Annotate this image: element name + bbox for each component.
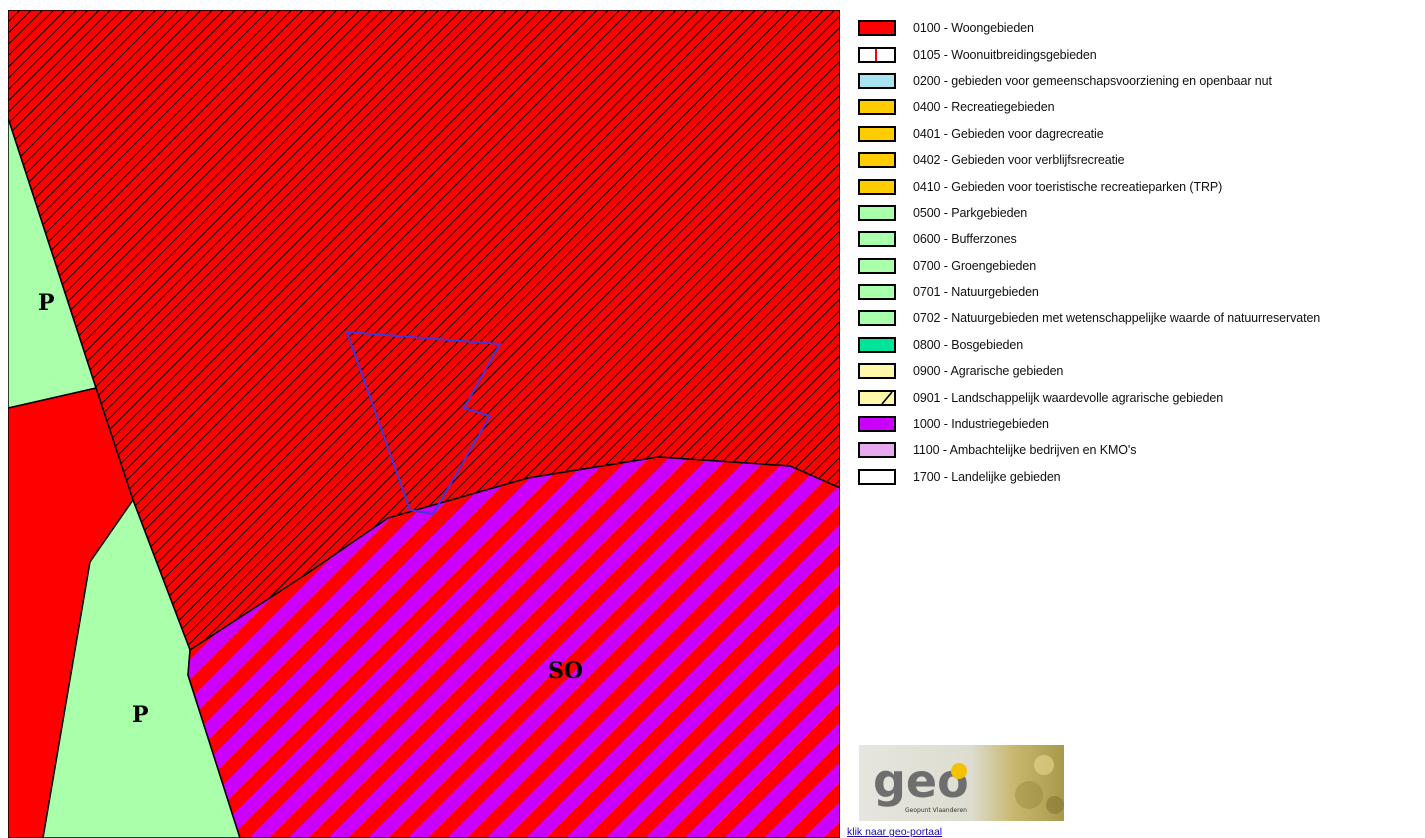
legend-item: 0600 - Bufferzones — [858, 226, 1425, 252]
legend-swatch — [858, 284, 896, 301]
logo-subtitle: Geopunt Vlaanderen — [905, 807, 967, 814]
geopunt-logo[interactable]: geo Geopunt Vlaanderen — [859, 745, 1064, 821]
park-zone-top[interactable] — [8, 117, 97, 409]
legend-label: 0105 - Woonuitbreidingsgebieden — [913, 47, 1097, 62]
logo-wordmark: geo — [873, 754, 969, 808]
geo-portal-link[interactable]: klik naar geo-portaal — [847, 826, 943, 838]
legend-item: 0800 - Bosgebieden — [858, 332, 1425, 358]
legend-item: 0702 - Natuurgebieden met wetenschappeli… — [858, 305, 1425, 331]
legend-item: 0700 - Groengebieden — [858, 253, 1425, 279]
legend-label: 1700 - Landelijke gebieden — [913, 469, 1061, 484]
zone-label-p-top: P — [38, 290, 55, 316]
legend-item: 1700 - Landelijke gebieden — [858, 464, 1425, 490]
legend-label: 1100 - Ambachtelijke bedrijven en KMO's — [913, 443, 1137, 458]
legend-item: 0901 - Landschappelijk waardevolle agrar… — [858, 384, 1425, 410]
map-canvas: P P SO — [8, 10, 840, 838]
legend-item: 0401 - Gebieden voor dagrecreatie — [858, 121, 1425, 147]
legend-label: 0900 - Agrarische gebieden — [913, 364, 1064, 379]
legend-swatch — [858, 257, 896, 274]
legend-swatch — [858, 389, 896, 406]
legend-label: 0200 - gebieden voor gemeenschapsvoorzie… — [913, 73, 1272, 88]
legend-label: 0401 - Gebieden voor dagrecreatie — [913, 126, 1104, 141]
legend-swatch — [858, 152, 896, 169]
legend-swatch — [858, 416, 896, 433]
legend-swatch — [858, 72, 896, 89]
legend-swatch — [858, 20, 896, 37]
legend-swatch — [858, 204, 896, 221]
legend-swatch — [858, 336, 896, 353]
legend-swatch — [858, 468, 896, 485]
geopunt-logo-image: geo Geopunt Vlaanderen — [859, 745, 1064, 821]
zoning-map[interactable]: P P SO — [8, 10, 840, 838]
legend-swatch — [858, 310, 896, 327]
legend-item: 0900 - Agrarische gebieden — [858, 358, 1425, 384]
legend-swatch — [858, 363, 896, 380]
legend-swatch — [858, 125, 896, 142]
legend-label: 0600 - Bufferzones — [913, 232, 1017, 247]
legend-label: 0701 - Natuurgebieden — [913, 285, 1039, 300]
legend-item: 0402 - Gebieden voor verblijfsrecreatie — [858, 147, 1425, 173]
legend-item: 0701 - Natuurgebieden — [858, 279, 1425, 305]
legend-swatch — [858, 442, 896, 459]
so-zone[interactable] — [187, 456, 840, 838]
legend-label: 0100 - Woongebieden — [913, 21, 1034, 36]
legend-label: 0410 - Gebieden voor toeristische recrea… — [913, 179, 1223, 194]
legend-item: 0500 - Parkgebieden — [858, 200, 1425, 226]
legend-label: 0402 - Gebieden voor verblijfsrecreatie — [913, 153, 1125, 168]
legend-item: 0400 - Recreatiegebieden — [858, 94, 1425, 120]
legend-label: 1000 - Industriegebieden — [913, 417, 1049, 432]
legend-label: 0800 - Bosgebieden — [913, 337, 1024, 352]
legend-label: 0702 - Natuurgebieden met wetenschappeli… — [913, 311, 1321, 326]
legend-item: 0100 - Woongebieden — [858, 15, 1425, 41]
legend-item: 0105 - Woonuitbreidingsgebieden — [858, 41, 1425, 67]
legend-item: 0410 - Gebieden voor toeristische recrea… — [858, 173, 1425, 199]
legend-label: 0500 - Parkgebieden — [913, 205, 1028, 220]
legend-label: 0400 - Recreatiegebieden — [913, 100, 1055, 115]
legend-item: 1100 - Ambachtelijke bedrijven en KMO's — [858, 437, 1425, 463]
legend-swatch — [858, 46, 896, 63]
legend-swatch — [858, 231, 896, 248]
legend-label: 0700 - Groengebieden — [913, 258, 1037, 273]
legend-swatch — [858, 99, 896, 116]
map-legend: 0100 - Woongebieden 0105 - Woonuitbreidin… — [858, 15, 1425, 490]
parcel-outline[interactable] — [345, 330, 502, 516]
legend-label: 0901 - Landschappelijk waardevolle agrar… — [913, 390, 1224, 405]
zone-label-p-bottom: P — [132, 702, 149, 728]
legend-item: 1000 - Industriegebieden — [858, 411, 1425, 437]
zone-label-so: SO — [548, 658, 583, 684]
legend-item: 0200 - gebieden voor gemeenschapsvoorzie… — [858, 68, 1425, 94]
legend-swatch — [858, 178, 896, 195]
